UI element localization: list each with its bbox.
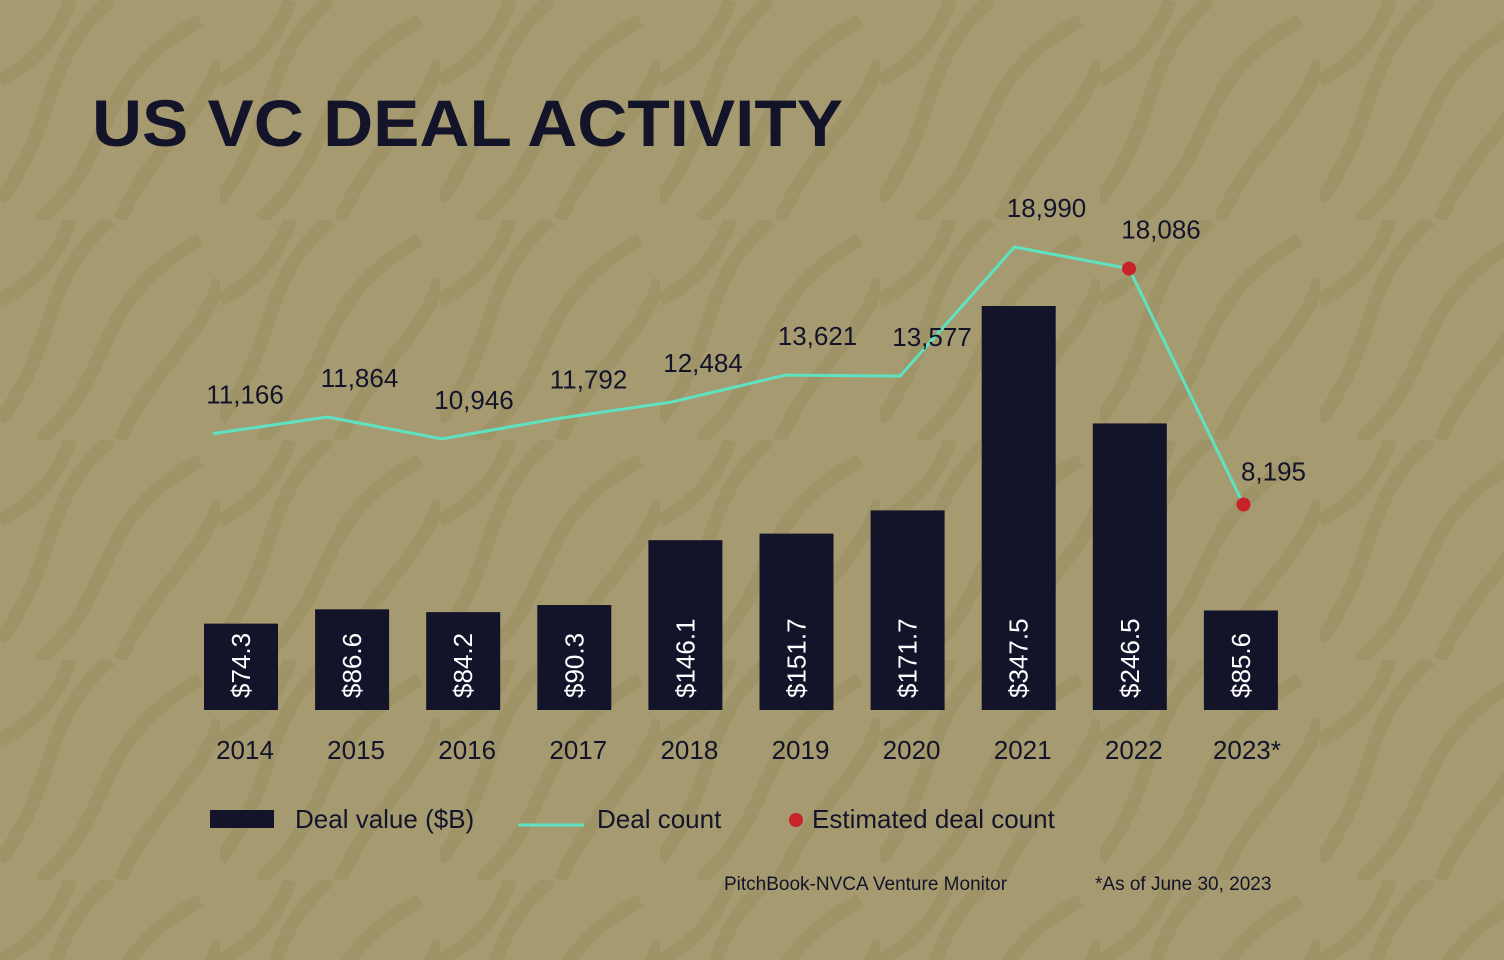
x-tick-label: 2020 [883,735,941,765]
count-label: 10,946 [434,385,514,415]
bar [981,306,1056,710]
count-label: 18,990 [1007,193,1087,223]
chart-title: US VC DEAL ACTIVITY [92,86,843,160]
count-label: 11,166 [206,380,284,410]
legend-swatch [210,810,274,828]
count-line [212,245,1245,506]
bar-value-label: $347.5 [1004,618,1034,698]
bar [315,609,390,710]
legend-label: Deal value ($B) [295,804,474,834]
bar [537,605,612,710]
bar [1092,423,1167,710]
estimated-point [1236,497,1251,512]
legend-label: Estimated deal count [812,804,1056,834]
bar [204,623,278,710]
legend-swatch [789,813,803,827]
x-tick-label: 2014 [216,735,274,765]
count-label: 13,577 [892,322,972,352]
bar-value-label: $171.7 [893,618,923,698]
x-tick-label: 2022 [1105,735,1163,765]
count-label: 18,086 [1121,215,1201,245]
bar [759,533,834,710]
x-tick-label: 2021 [994,735,1052,765]
source: PitchBook-NVCA Venture Monitor [724,874,1008,895]
count-label: 11,864 [321,363,399,393]
x-tick-label: 2023* [1213,735,1281,765]
bar-value-label: $74.3 [226,633,256,698]
bar-value-label: $151.7 [782,618,812,698]
bar [870,510,945,710]
count-label: 11,792 [550,365,628,395]
legend-label: Deal count [597,804,722,834]
bar [648,540,723,710]
bar-value-label: $246.5 [1115,618,1145,698]
x-tick-label: 2018 [660,735,718,765]
count-label: 12,484 [663,348,743,378]
x-tick-label: 2017 [549,735,607,765]
bar [1203,610,1278,710]
count-label: 8,195 [1241,457,1306,487]
estimated-point [1122,261,1136,276]
x-tick-label: 2019 [772,735,830,765]
bar-value-label: $84.2 [448,633,478,698]
note: *As of June 30, 2023 [1095,874,1271,895]
bar-value-label: $146.1 [670,618,700,698]
bar-value-label: $85.6 [1226,633,1256,698]
bar-value-label: $90.3 [559,633,589,698]
x-tick-label: 2016 [438,735,496,765]
bar-value-label: $86.6 [337,633,367,698]
x-tick-label: 2015 [327,735,385,765]
bar [426,612,501,710]
count-label: 13,621 [778,321,858,351]
